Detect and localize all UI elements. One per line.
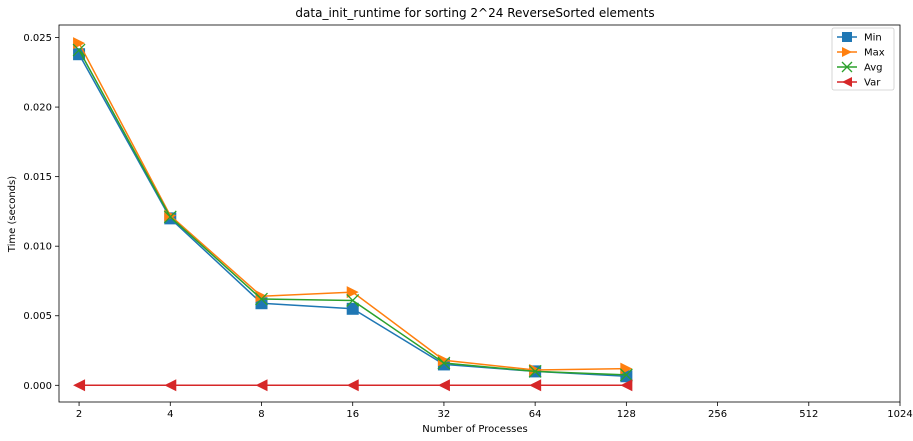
series-max-line [78,42,627,371]
series-min-line [78,53,627,378]
series-avg [72,43,633,382]
legend-marker-max [842,47,852,57]
series-var [73,379,633,392]
data-point-max [255,290,268,303]
legend-label: Min [864,33,882,44]
data-point-avg [346,293,360,307]
x-axis-label: Number of Processes [422,424,527,435]
chart-title: data_init_runtime for sorting 2^24 Rever… [295,6,654,20]
y-tick-label: 0.020 [23,103,52,114]
legend-label: Var [864,78,881,89]
data-point-max [529,364,542,377]
data-point-avg [163,210,177,224]
data-point-var [529,379,542,392]
legend-label: Avg [864,63,883,74]
x-tick-label: 1024 [887,409,912,420]
data-point-avg [437,356,451,370]
series-avg-line [78,49,627,376]
data-point-var [255,379,268,392]
data-point-max [346,286,359,299]
data-point-avg [255,292,268,306]
legend-marker-avg [841,61,853,73]
data-point-var [346,379,359,392]
x-tick-label: 2 [76,409,82,420]
x-tick-label: 32 [438,409,451,420]
data-point-avg [72,43,86,57]
x-tick-label: 16 [346,409,359,420]
x-tick-label: 512 [799,409,818,420]
series-max [73,37,633,377]
data-point-avg [619,368,633,382]
legend-item-avg: Avg [837,61,883,74]
data-point-min [73,48,86,61]
data-point-min [620,370,633,383]
data-point-var [620,379,633,392]
legend-marker-var [842,77,852,87]
data-point-min [346,302,359,315]
x-tick-label: 128 [617,409,636,420]
legend-marker-min [842,32,852,42]
y-axis: 0.000 0.005 0.010 0.015 0.020 0.025 [23,33,59,392]
series-layer [72,37,633,392]
y-tick-label: 0.015 [23,172,52,183]
y-tick-label: 0.000 [23,381,52,392]
data-point-max [73,37,86,50]
legend-item-var: Var [837,77,881,89]
legend-item-min: Min [837,32,882,44]
x-tick-label: 256 [708,409,727,420]
data-point-var [73,379,86,392]
y-tick-label: 0.005 [23,311,52,322]
plot-frame [58,24,901,403]
x-axis: 2 4 8 16 32 64 128 256 512 1024 [76,402,913,420]
legend-label: Max [864,48,885,59]
legend-item-max: Max [837,47,885,59]
x-tick-label: 64 [529,409,542,420]
series-min [73,48,633,383]
legend: Min Max Avg Var [831,27,895,91]
data-point-avg [528,364,542,378]
x-tick-label: 4 [167,409,173,420]
legend-box [831,27,895,91]
data-point-max [437,354,450,367]
data-point-var [437,379,450,392]
y-axis-label: Time (seconds) [7,176,18,253]
x-tick-label: 8 [258,409,264,420]
y-tick-label: 0.025 [23,33,52,44]
y-tick-label: 0.010 [23,242,52,253]
data-point-var [164,379,177,392]
